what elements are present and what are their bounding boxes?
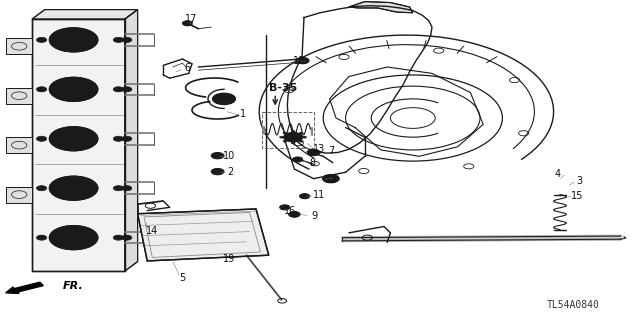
Text: 10: 10 (223, 151, 236, 161)
Text: B-35: B-35 (269, 83, 297, 93)
Polygon shape (32, 10, 138, 19)
Circle shape (49, 127, 98, 151)
Circle shape (49, 226, 98, 250)
Circle shape (113, 235, 124, 240)
Polygon shape (349, 2, 413, 13)
Circle shape (122, 186, 132, 191)
Circle shape (289, 211, 300, 217)
Circle shape (219, 96, 229, 101)
Text: 6: 6 (184, 63, 191, 73)
Circle shape (66, 135, 81, 143)
Text: 5: 5 (179, 273, 186, 283)
Polygon shape (6, 88, 32, 104)
Text: 8: 8 (309, 158, 316, 168)
Circle shape (49, 28, 98, 52)
Circle shape (292, 157, 303, 162)
Text: 11: 11 (312, 190, 325, 200)
Circle shape (280, 136, 284, 138)
Polygon shape (138, 209, 269, 261)
Circle shape (36, 37, 47, 42)
Circle shape (49, 77, 98, 101)
Polygon shape (6, 187, 32, 203)
Circle shape (283, 132, 287, 134)
FancyArrow shape (6, 282, 44, 293)
Text: FR.: FR. (63, 280, 83, 291)
Polygon shape (32, 19, 125, 271)
Text: 9: 9 (312, 211, 318, 221)
Text: TL54A0840: TL54A0840 (547, 300, 599, 310)
Text: 14: 14 (146, 226, 159, 236)
Circle shape (66, 85, 81, 93)
Circle shape (300, 140, 303, 142)
Polygon shape (125, 10, 138, 271)
Text: 17: 17 (184, 14, 197, 24)
Circle shape (66, 234, 81, 241)
Text: 4: 4 (555, 169, 561, 179)
Text: 7: 7 (328, 145, 335, 156)
Circle shape (211, 168, 224, 175)
Circle shape (66, 36, 81, 44)
Text: 1: 1 (240, 108, 246, 119)
Circle shape (113, 87, 124, 92)
Circle shape (291, 130, 295, 132)
Circle shape (291, 142, 295, 144)
Text: 19: 19 (223, 254, 236, 264)
Circle shape (122, 37, 132, 42)
Text: 2: 2 (227, 167, 234, 177)
Polygon shape (6, 38, 32, 54)
Circle shape (122, 136, 132, 141)
Circle shape (300, 132, 303, 134)
Circle shape (113, 37, 124, 42)
Text: 12: 12 (325, 175, 338, 185)
Text: 3: 3 (576, 176, 582, 186)
Text: 13: 13 (312, 144, 325, 154)
Circle shape (36, 136, 47, 141)
Circle shape (122, 87, 132, 92)
Polygon shape (6, 137, 32, 153)
Circle shape (300, 194, 310, 199)
Circle shape (113, 136, 124, 141)
Circle shape (182, 21, 193, 26)
Circle shape (211, 152, 224, 159)
Text: 18: 18 (293, 56, 306, 66)
Circle shape (307, 149, 320, 156)
Circle shape (36, 87, 47, 92)
Circle shape (212, 93, 236, 105)
Circle shape (323, 174, 339, 183)
Circle shape (284, 132, 303, 142)
Circle shape (49, 176, 98, 200)
Circle shape (303, 136, 307, 138)
Circle shape (36, 235, 47, 240)
Circle shape (113, 186, 124, 191)
Circle shape (122, 235, 132, 240)
Text: 16: 16 (284, 206, 296, 216)
Circle shape (296, 57, 309, 64)
Text: 15: 15 (571, 191, 584, 201)
Circle shape (66, 184, 81, 192)
Circle shape (280, 205, 290, 210)
Circle shape (283, 140, 287, 142)
Circle shape (36, 186, 47, 191)
